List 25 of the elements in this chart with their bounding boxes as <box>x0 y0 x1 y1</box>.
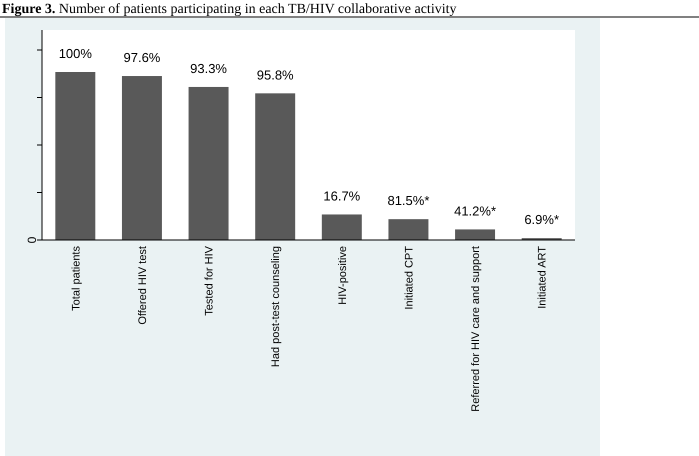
annotation: 93.3% <box>190 60 228 76</box>
annotation: 16.7% <box>323 188 361 204</box>
chart-title: Figure 3. Number of patients participating in each TB/HIV collaborative activity <box>2 2 456 17</box>
text: 100% <box>58 46 92 61</box>
bar <box>188 86 229 240</box>
bar <box>122 76 162 240</box>
text: 97.6% <box>124 50 161 66</box>
x-tick-label: Had post-test counseling <box>270 246 282 368</box>
bar <box>455 229 496 240</box>
x-tick-label: Total patients <box>70 246 82 311</box>
bar <box>55 72 96 240</box>
annotation: 81.5%* <box>387 193 430 208</box>
annotation: 6.9%* <box>524 212 560 228</box>
x-tick-label: Tested for HIV <box>204 245 216 316</box>
text: 0 <box>24 236 39 244</box>
annotation: 41.2%* <box>454 203 496 218</box>
annotation: 95.8% <box>256 67 294 82</box>
bar <box>255 93 296 240</box>
x-tick-label: HIV-positive <box>336 246 349 305</box>
bar <box>322 214 362 240</box>
x-tick-label: Referred for HIV care and support <box>470 246 482 412</box>
x-tick-label: Initiated ART <box>536 246 549 309</box>
x-tick-label: Offered HIV test <box>136 246 149 325</box>
bar <box>388 219 428 240</box>
x-tick-label: Initiated CPT <box>403 246 416 310</box>
